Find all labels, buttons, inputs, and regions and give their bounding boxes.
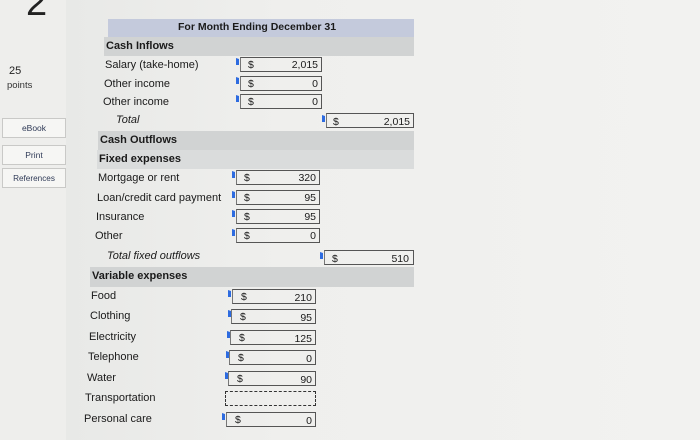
input-flag: [236, 58, 244, 65]
variable-currency: $: [240, 311, 246, 323]
inflow-label-other-2: Other income: [103, 96, 170, 108]
other-income-1-input[interactable]: [240, 76, 322, 91]
input-flag: [236, 77, 244, 84]
inflow-label-other-1: Other income: [104, 78, 171, 90]
inflow-currency: $: [248, 78, 254, 90]
other-income-2-value: 0: [312, 96, 318, 108]
variable-currency: $: [239, 332, 245, 344]
mortgage-value: 320: [298, 172, 316, 184]
food-value: 210: [294, 292, 312, 304]
variable-label-electricity: Electricity: [89, 331, 137, 343]
fixed-label-loan: Loan/credit card payment: [97, 192, 222, 204]
cash-inflows-band: [104, 37, 414, 56]
other-income-1-value: 0: [312, 78, 318, 90]
input-flag: [226, 351, 234, 358]
input-flag: [320, 252, 328, 259]
food-input[interactable]: [232, 289, 316, 304]
cash-outflows-heading: Cash Outflows: [100, 134, 178, 146]
fixed-currency: $: [244, 192, 250, 204]
salary-value: 2,015: [291, 59, 318, 71]
fixed-total-label: Total fixed outflows: [107, 250, 201, 262]
print-button[interactable]: Print: [2, 145, 66, 165]
inflow-total-input[interactable]: [326, 113, 414, 128]
loan-value: 95: [304, 192, 316, 204]
cash-inflows-heading: Cash Inflows: [106, 40, 174, 52]
insurance-value: 95: [304, 211, 316, 223]
input-flag: [232, 171, 240, 178]
input-flag: [228, 310, 236, 317]
header-band: [108, 19, 414, 37]
input-flag: [322, 115, 330, 122]
question-sidebar: 2 25 points eBook Print References: [0, 0, 66, 440]
variable-expenses-band: [90, 267, 414, 287]
transportation-input[interactable]: [225, 391, 316, 406]
input-flag: [232, 210, 240, 217]
inflow-currency: $: [248, 96, 254, 108]
fixed-label-other: Other: [95, 230, 123, 242]
worksheet-title: For Month Ending December 31: [178, 21, 337, 33]
fixed-label-insurance: Insurance: [96, 211, 145, 223]
variable-label-personal-care: Personal care: [84, 413, 152, 425]
variable-currency: $: [235, 414, 241, 426]
input-flag: [232, 229, 240, 236]
fixed-total-currency: $: [332, 253, 338, 265]
input-flag: [225, 372, 233, 379]
variable-currency: $: [238, 352, 244, 364]
telephone-value: 0: [306, 353, 312, 365]
fixed-expenses-band: [97, 150, 414, 169]
fixed-other-value: 0: [310, 230, 316, 242]
fixed-label-mortgage: Mortgage or rent: [98, 172, 180, 184]
fixed-expenses-heading: Fixed expenses: [99, 153, 181, 165]
inflow-currency: $: [248, 59, 254, 71]
mortgage-input[interactable]: [236, 170, 320, 185]
ebook-button[interactable]: eBook: [2, 118, 66, 138]
variable-label-clothing: Clothing: [90, 310, 131, 322]
variable-label-transportation: Transportation: [85, 392, 156, 404]
points-value: 25: [9, 65, 22, 77]
water-input[interactable]: [228, 371, 316, 386]
variable-label-food: Food: [91, 290, 117, 302]
clothing-input[interactable]: [231, 309, 316, 324]
fixed-other-input[interactable]: [236, 228, 320, 243]
question-number: 2: [26, 0, 48, 24]
references-button[interactable]: References: [2, 168, 66, 188]
electricity-input[interactable]: [230, 330, 316, 345]
fixed-total-input[interactable]: [324, 250, 414, 265]
water-value: 90: [300, 374, 312, 386]
fixed-currency: $: [244, 230, 250, 242]
telephone-input[interactable]: [229, 350, 316, 365]
personal-care-input[interactable]: [226, 412, 316, 427]
salary-input[interactable]: [240, 57, 322, 72]
input-flag: [227, 331, 235, 338]
electricity-value: 125: [294, 333, 312, 345]
variable-label-telephone: Telephone: [88, 351, 139, 363]
loan-input[interactable]: [236, 190, 320, 205]
cash-outflows-band: [98, 131, 414, 150]
input-flag: [222, 413, 230, 420]
other-income-2-input[interactable]: [240, 94, 322, 109]
fixed-currency: $: [244, 211, 250, 223]
points-label: points: [7, 80, 33, 91]
input-flag: [232, 191, 240, 198]
insurance-input[interactable]: [236, 209, 320, 224]
variable-currency: $: [237, 373, 243, 385]
input-flag: [236, 95, 244, 102]
variable-label-water: Water: [87, 372, 116, 384]
personal-care-value: 0: [306, 415, 312, 427]
clothing-value: 95: [300, 312, 312, 324]
inflow-total-currency: $: [333, 116, 339, 128]
inflow-label-salary: Salary (take-home): [105, 59, 199, 71]
fixed-total-value: 510: [391, 253, 409, 265]
input-flag: [228, 290, 236, 297]
inflow-total-value: 2,015: [383, 116, 410, 128]
variable-currency: $: [241, 291, 247, 303]
fixed-currency: $: [244, 172, 250, 184]
variable-expenses-heading: Variable expenses: [92, 270, 188, 282]
inflow-total-label: Total: [116, 114, 140, 126]
